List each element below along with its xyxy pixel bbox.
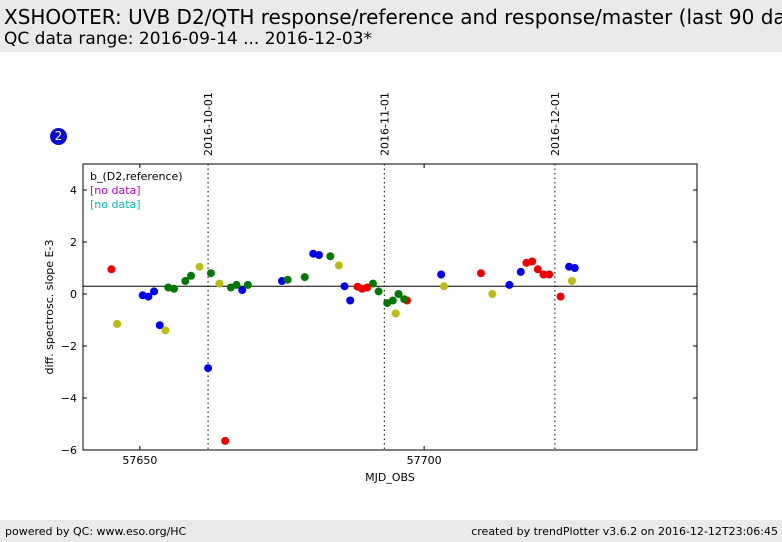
- date-marker-label: 2016-10-01: [202, 92, 215, 156]
- data-point-green: [232, 280, 241, 289]
- data-point-red: [545, 270, 554, 279]
- data-point-blue: [204, 364, 213, 373]
- data-point-green: [181, 277, 190, 285]
- data-point-olive: [334, 261, 343, 270]
- y-tick-label: 2: [70, 236, 77, 249]
- data-point-olive: [440, 282, 449, 291]
- y-tick-label: −6: [61, 444, 77, 457]
- data-point-green: [388, 296, 397, 305]
- date-marker-label: 2016-12-01: [549, 92, 562, 156]
- data-point-blue: [340, 282, 349, 291]
- data-point-olive: [488, 290, 497, 298]
- data-point-blue: [144, 292, 153, 301]
- data-point-olive: [113, 319, 122, 328]
- data-point-green: [394, 290, 403, 298]
- legend-entry: b_(D2,reference): [90, 170, 183, 183]
- data-point-green: [187, 271, 196, 280]
- data-point-olive: [391, 309, 400, 318]
- y-tick-label: 0: [70, 288, 77, 301]
- data-point-blue: [505, 280, 514, 289]
- data-point-red: [221, 436, 230, 445]
- y-tick-label: −2: [61, 340, 77, 353]
- legend: b_(D2,reference)[no data][no data]: [90, 170, 183, 211]
- data-point-red: [476, 269, 485, 278]
- data-point-blue: [346, 296, 355, 305]
- data-point-green: [169, 284, 178, 293]
- data-point-blue: [150, 287, 159, 296]
- x-tick-label: 57700: [407, 454, 442, 467]
- data-point-blue: [570, 264, 579, 272]
- data-point-red: [556, 292, 565, 301]
- data-point-olive: [215, 279, 224, 288]
- y-tick-label: −4: [61, 392, 77, 405]
- page-subtitle: QC data range: 2016-09-14 ... 2016-12-03…: [4, 29, 373, 49]
- y-axis-ticks: −6 −4 −2 0 2 4: [61, 184, 697, 457]
- legend-entry: [no data]: [90, 198, 141, 211]
- data-point-green: [243, 280, 252, 289]
- data-point-green: [374, 287, 383, 296]
- date-markers: 2016-10-01 2016-11-01 2016-12-01: [202, 92, 562, 450]
- data-point-olive: [567, 277, 576, 285]
- data-point-blue: [437, 270, 446, 279]
- data-point-blue: [155, 321, 164, 330]
- header: XSHOOTER: UVB D2/QTH response/reference …: [0, 0, 782, 52]
- y-tick-label: 4: [70, 184, 77, 197]
- page-title: XSHOOTER: UVB D2/QTH response/reference …: [4, 5, 782, 29]
- data-point-green: [206, 269, 215, 278]
- footer-generated-by: created by trendPlotter v3.6.2 on 2016-1…: [471, 525, 778, 538]
- data-point-green: [326, 252, 335, 261]
- data-point-red: [533, 265, 542, 274]
- x-axis-ticks: 57650 57700: [122, 164, 442, 467]
- y-axis-label: diff. spectrosc. slope E-3: [43, 240, 56, 375]
- footer-credit: powered by QC: www.eso.org/HC: [5, 525, 187, 538]
- data-point-blue: [238, 286, 247, 295]
- legend-entry: [no data]: [90, 184, 141, 197]
- data-point-olive: [195, 262, 204, 271]
- data-point-olive: [161, 326, 170, 335]
- data-point-red: [107, 265, 116, 274]
- data-point-green: [300, 273, 309, 282]
- data-point-blue: [314, 251, 323, 259]
- x-tick-label: 57650: [122, 454, 157, 467]
- plot-number-badge: 2: [50, 128, 67, 145]
- date-marker-label: 2016-11-01: [378, 92, 391, 156]
- footer: powered by QC: www.eso.org/HC created by…: [0, 520, 782, 542]
- data-point-green: [400, 295, 409, 304]
- data-points: [107, 249, 579, 445]
- data-point-green: [283, 275, 292, 284]
- data-point-red: [528, 257, 537, 266]
- x-axis-label: MJD_OBS: [365, 471, 415, 484]
- data-point-green: [368, 279, 377, 288]
- data-point-red: [539, 270, 548, 279]
- plot-frame: [82, 163, 698, 451]
- data-point-blue: [516, 267, 525, 276]
- data-point-red: [363, 283, 372, 292]
